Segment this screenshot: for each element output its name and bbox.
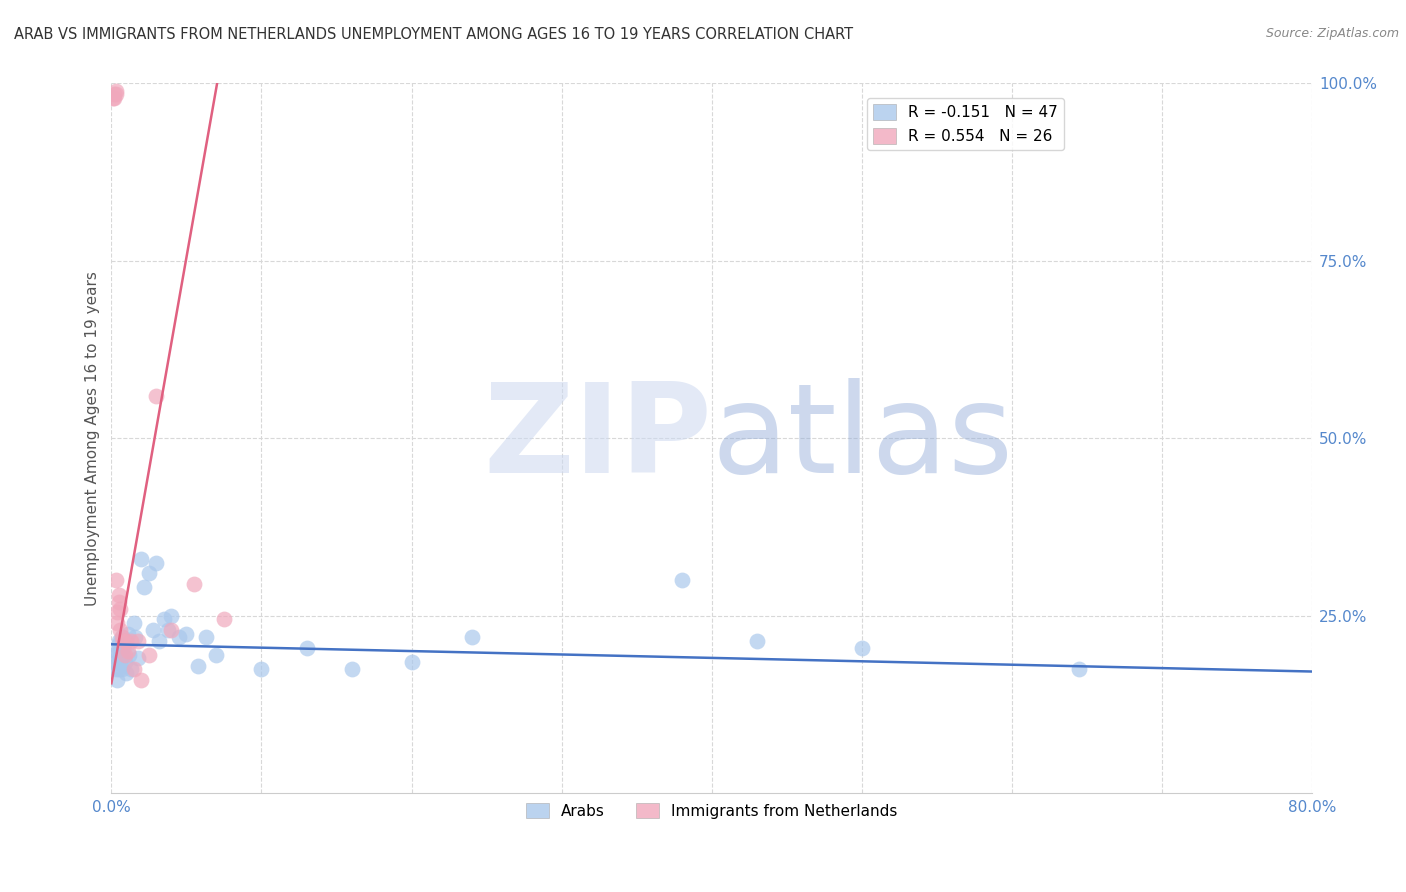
Point: [122, 662, 145, 676]
Point: [110, 601, 132, 615]
Legend: Arabs, Immigrants from Netherlands: Arabs, Immigrants from Netherlands: [520, 797, 904, 825]
Text: ARAB VS IMMIGRANTS FROM NETHERLANDS UNEMPLOYMENT AMONG AGES 16 TO 19 YEARS CORRE: ARAB VS IMMIGRANTS FROM NETHERLANDS UNEM…: [14, 27, 853, 42]
Point: [103, 648, 125, 662]
Point: [111, 630, 134, 644]
Point: [160, 608, 183, 623]
Point: [108, 662, 131, 676]
Point: [112, 633, 135, 648]
Point: [153, 612, 176, 626]
Point: [107, 644, 129, 658]
Point: [183, 577, 205, 591]
Point: [104, 87, 127, 101]
Point: [110, 651, 132, 665]
Point: [131, 673, 153, 687]
Y-axis label: Unemployment Among Ages 16 to 19 years: Unemployment Among Ages 16 to 19 years: [86, 271, 100, 606]
Point: [108, 633, 131, 648]
Point: [127, 633, 149, 648]
Point: [111, 630, 134, 644]
Point: [1069, 662, 1091, 676]
Point: [114, 648, 136, 662]
Text: atlas: atlas: [711, 378, 1014, 499]
Text: Source: ZipAtlas.com: Source: ZipAtlas.com: [1265, 27, 1399, 40]
Point: [212, 612, 235, 626]
Point: [138, 648, 160, 662]
Point: [118, 648, 141, 662]
Point: [745, 633, 768, 648]
Point: [124, 630, 146, 644]
Point: [104, 662, 127, 676]
Point: [138, 566, 160, 581]
Point: [112, 648, 135, 662]
Point: [120, 633, 142, 648]
Point: [104, 84, 127, 98]
Point: [142, 623, 165, 637]
Point: [103, 90, 125, 104]
Point: [157, 623, 180, 637]
Point: [145, 389, 167, 403]
Point: [115, 633, 138, 648]
Point: [127, 651, 149, 665]
Point: [117, 626, 139, 640]
Point: [167, 630, 190, 644]
Point: [110, 623, 132, 637]
Point: [110, 655, 132, 669]
Point: [115, 665, 138, 680]
Point: [111, 662, 134, 676]
Point: [108, 637, 131, 651]
Point: [176, 626, 198, 640]
Point: [107, 615, 129, 630]
Point: [112, 640, 135, 655]
Point: [117, 644, 139, 658]
Point: [122, 615, 145, 630]
Point: [110, 644, 132, 658]
Point: [145, 556, 167, 570]
Point: [107, 673, 129, 687]
Point: [101, 90, 124, 104]
Point: [107, 605, 129, 619]
Point: [114, 655, 136, 669]
Point: [401, 655, 423, 669]
Point: [187, 658, 209, 673]
Point: [103, 87, 125, 101]
Text: ZIP: ZIP: [482, 378, 711, 499]
Point: [115, 633, 138, 648]
Point: [460, 630, 482, 644]
Point: [194, 630, 217, 644]
Point: [104, 655, 127, 669]
Point: [250, 662, 273, 676]
Point: [851, 640, 873, 655]
Point: [108, 595, 131, 609]
Point: [131, 552, 153, 566]
Point: [340, 662, 363, 676]
Point: [205, 648, 228, 662]
Point: [160, 623, 183, 637]
Point: [295, 640, 318, 655]
Point: [120, 662, 142, 676]
Point: [134, 581, 156, 595]
Point: [108, 588, 131, 602]
Point: [671, 574, 693, 588]
Point: [148, 633, 170, 648]
Point: [104, 574, 127, 588]
